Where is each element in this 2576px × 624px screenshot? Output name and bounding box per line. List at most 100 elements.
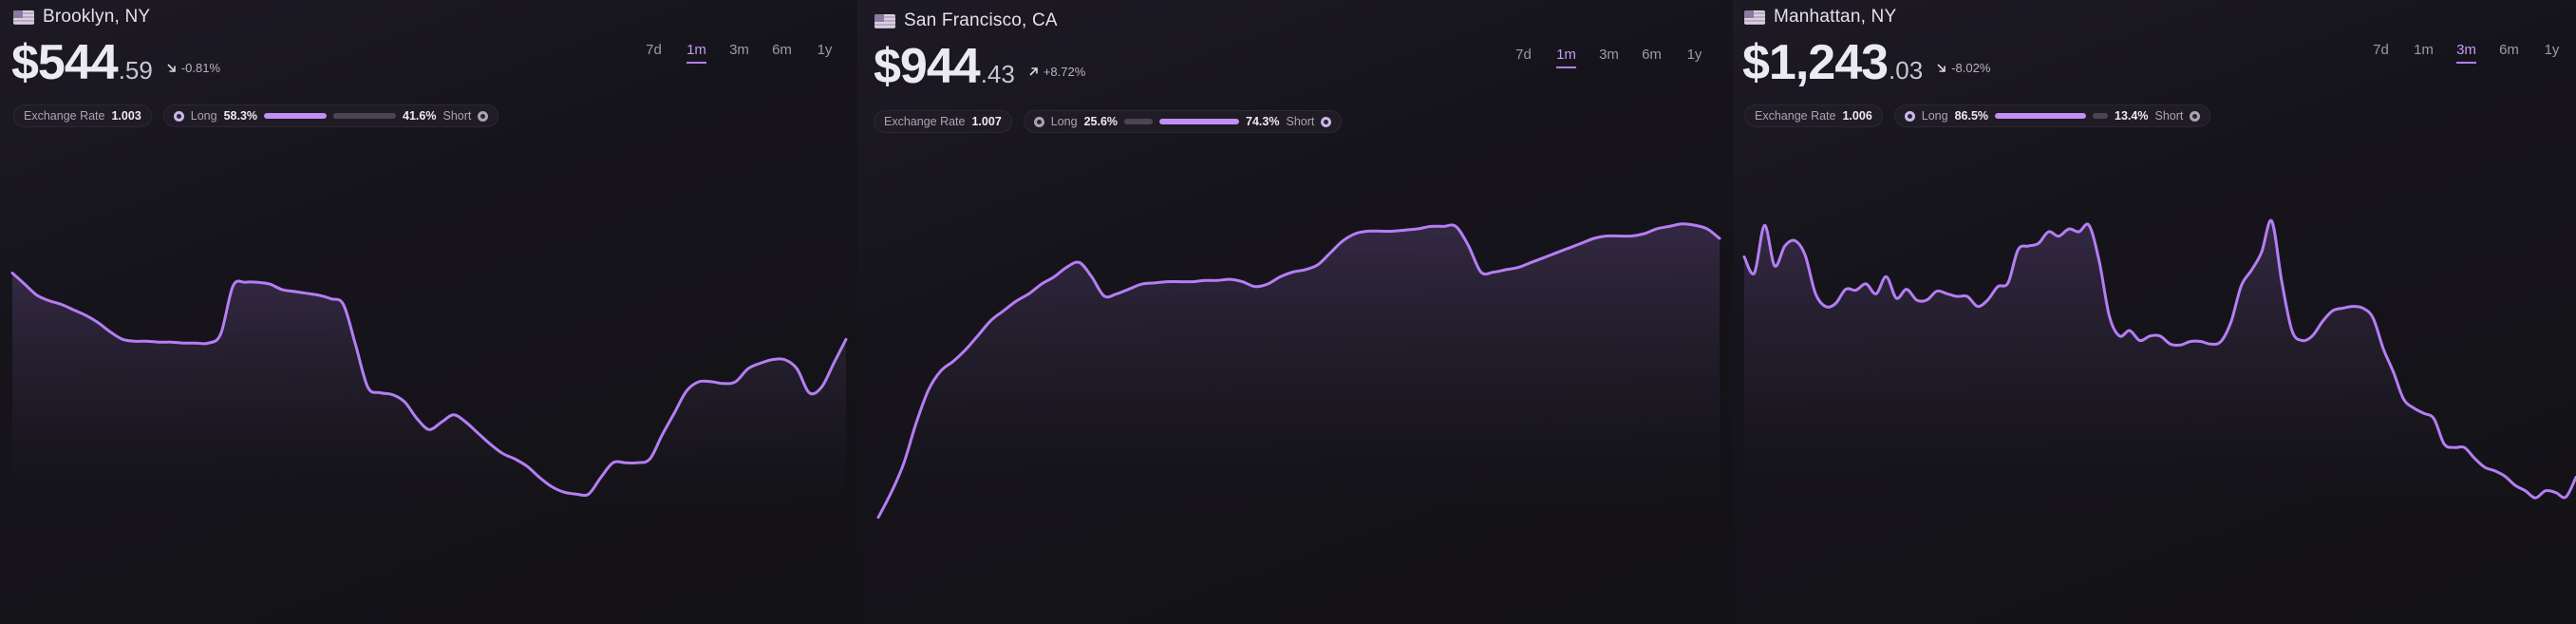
timeframe-tab-label: 6m [1642, 47, 1662, 63]
timeframe-selector: 7d 1m 3m 6m 1y [632, 42, 846, 64]
us-flag-icon [13, 9, 34, 25]
short-label: Short [1286, 115, 1315, 128]
price-change: -8.02% [1936, 61, 1990, 75]
long-short-pill: Long 58.3% 41.6% Short [162, 104, 499, 127]
short-value: 13.4% [2115, 109, 2149, 123]
exchange-rate-label: Exchange Rate [1755, 109, 1836, 123]
timeframe-tab-1m[interactable]: 1m [2402, 42, 2445, 63]
long-value: 58.3% [223, 109, 258, 123]
timeframe-tab-label: 6m [772, 42, 792, 58]
long-value: 25.6% [1083, 115, 1119, 128]
city-name: San Francisco, CA [904, 10, 1058, 30]
timeframe-tab-label: 3m [2456, 42, 2476, 64]
timeframe-tab-7d[interactable]: 7d [2360, 42, 2402, 63]
timeframe-tab-label: 7d [2373, 42, 2389, 58]
price-main: $944 [874, 39, 981, 94]
timeframe-tab-label: 1m [2414, 42, 2434, 58]
short-bar [2093, 113, 2109, 119]
timeframe-tab-1m[interactable]: 1m [1545, 47, 1588, 68]
price-change-value: -0.81% [180, 61, 221, 75]
arrow-up-right-icon [1029, 67, 1038, 76]
market-panel-san-francisco: San Francisco, CA $944 .43 +8.72% 7d 1m 3m… [857, 0, 1733, 624]
market-panel-manhattan: Manhattan, NY $1,243 .03 -8.02% 7d 1m 3m 6m… [1733, 0, 2576, 624]
timeframe-tab-1y[interactable]: 1y [1673, 47, 1716, 67]
exchange-rate-label: Exchange Rate [884, 115, 966, 128]
chart-area-fill [878, 223, 1720, 532]
price-change-value: -8.02% [1951, 61, 1991, 75]
long-label: Long [190, 109, 217, 123]
timeframe-tab-1y[interactable]: 1y [2530, 42, 2573, 63]
short-bar-fill [333, 113, 397, 119]
short-dot-icon [1321, 116, 1332, 127]
timeframe-tab-6m[interactable]: 6m [1630, 47, 1673, 67]
price-cents: .43 [980, 60, 1015, 88]
long-value: 86.5% [1954, 109, 1989, 123]
price-change: +8.72% [1028, 65, 1085, 79]
exchange-rate-pill: Exchange Rate 1.007 [874, 110, 1012, 133]
long-dot-icon [1033, 116, 1044, 127]
panel-header: Manhattan, NY [1744, 7, 1896, 28]
exchange-rate-pill: Exchange Rate 1.006 [1744, 104, 1883, 127]
arrow-down-right-icon [1937, 64, 1946, 72]
timeframe-tab-7d[interactable]: 7d [1502, 47, 1545, 67]
us-flag-icon [1744, 9, 1765, 25]
timeframe-tab-3m[interactable]: 3m [1588, 47, 1630, 67]
price-main: $1,243 [1742, 35, 1889, 90]
short-dot-icon [478, 110, 489, 122]
short-value: 41.6% [403, 109, 437, 123]
long-bar-fill [264, 113, 328, 119]
long-bar [264, 113, 328, 119]
price-chart [1742, 218, 2576, 532]
arrow-down-right-icon [167, 64, 176, 72]
timeframe-tab-3m[interactable]: 3m [2445, 42, 2488, 64]
short-value: 74.3% [1246, 115, 1280, 128]
timeframe-tab-label: 7d [1515, 47, 1532, 63]
stats-row: Exchange Rate 1.006 Long 86.5% 13.4% Sho… [1744, 104, 2211, 127]
long-short-pill: Long 25.6% 74.3% Short [1023, 110, 1343, 133]
long-bar-fill [1995, 113, 2087, 119]
exchange-rate-value: 1.003 [111, 109, 141, 123]
timeframe-tab-6m[interactable]: 6m [2488, 42, 2530, 63]
timeframe-tab-label: 7d [646, 42, 662, 58]
short-bar-fill [1159, 119, 1240, 124]
price-chart [10, 272, 848, 532]
city-name: Brooklyn, NY [43, 7, 151, 27]
timeframe-tab-7d[interactable]: 7d [632, 42, 675, 63]
panel-header: Brooklyn, NY [13, 7, 150, 28]
price-chart [876, 222, 1721, 532]
long-bar-fill [1124, 119, 1154, 124]
long-dot-icon [173, 110, 184, 122]
timeframe-selector: 7d 1m 3m 6m 1y [2360, 42, 2573, 64]
chart-series-line [876, 222, 1721, 520]
exchange-rate-value: 1.006 [1842, 109, 1872, 123]
long-label: Long [1921, 109, 1948, 123]
price-change-value: +8.72% [1043, 65, 1086, 79]
long-bar [1995, 113, 2087, 119]
stats-row: Exchange Rate 1.003 Long 58.3% 41.6% Sho… [13, 104, 499, 127]
us-flag-icon [874, 13, 895, 28]
stats-row: Exchange Rate 1.007 Long 25.6% 74.3% Sho… [874, 110, 1343, 133]
timeframe-tab-label: 1y [1686, 47, 1702, 63]
timeframe-tab-3m[interactable]: 3m [718, 42, 761, 63]
long-label: Long [1050, 115, 1078, 128]
timeframe-tab-6m[interactable]: 6m [761, 42, 803, 63]
timeframe-tab-label: 1m [1556, 47, 1576, 68]
timeframe-tab-label: 1m [686, 42, 706, 64]
panel-header: San Francisco, CA [874, 10, 1058, 31]
price-change: -0.81% [166, 61, 220, 75]
chart-area-fill [1744, 219, 2576, 532]
timeframe-selector: 7d 1m 3m 6m 1y [1502, 47, 1716, 68]
short-dot-icon [2190, 110, 2201, 122]
timeframe-tab-label: 3m [1599, 47, 1619, 63]
price-display: $544 .59 -0.81% [11, 34, 220, 91]
chart-series-line [1742, 218, 2576, 500]
long-short-pill: Long 86.5% 13.4% Short [1893, 104, 2211, 127]
timeframe-tab-1y[interactable]: 1y [803, 42, 846, 63]
timeframe-tab-1m[interactable]: 1m [675, 42, 718, 64]
price-display: $944 .43 +8.72% [874, 38, 1085, 95]
city-name: Manhattan, NY [1774, 7, 1897, 27]
timeframe-tab-label: 1y [2544, 42, 2560, 58]
timeframe-tab-label: 6m [2499, 42, 2519, 58]
short-bar [333, 113, 397, 119]
